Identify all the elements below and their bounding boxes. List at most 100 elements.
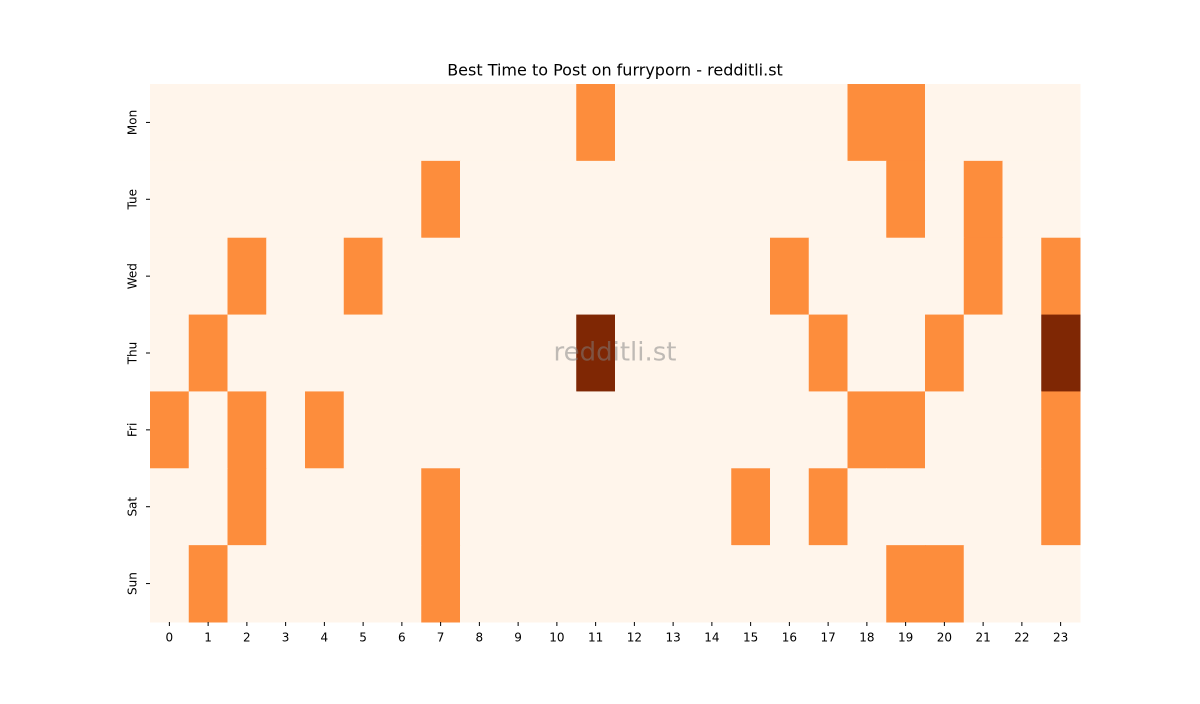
heatmap-cell <box>343 160 383 239</box>
heatmap-cell <box>653 84 693 162</box>
heatmap-cell <box>1041 237 1081 316</box>
heatmap-cell <box>421 391 461 469</box>
heatmap-cell <box>653 314 693 392</box>
heatmap-cell <box>692 545 732 623</box>
heatmap-cell <box>460 391 500 469</box>
heatmap-cell <box>576 391 616 469</box>
heatmap-cell <box>886 237 926 316</box>
heatmap-cell <box>963 160 1003 239</box>
heatmap-cell <box>692 237 732 316</box>
heatmap-cell <box>925 391 965 469</box>
heatmap-cell <box>576 314 616 392</box>
heatmap-cell <box>770 545 810 623</box>
heatmap-cell <box>343 391 383 469</box>
heatmap-cell <box>382 237 422 316</box>
heatmap-cell <box>731 237 771 316</box>
x-tick-label: 6 <box>398 631 406 645</box>
y-tick-label: Tue <box>126 189 140 211</box>
heatmap-cell <box>188 545 228 623</box>
heatmap-cell <box>150 545 190 623</box>
x-tick-label: 0 <box>166 631 174 645</box>
heatmap-cell <box>150 237 190 316</box>
heatmap-cell <box>692 468 732 546</box>
heatmap-cell <box>615 314 655 392</box>
x-tick-label: 19 <box>898 631 913 645</box>
heatmap-cell <box>576 237 616 316</box>
heatmap-cell <box>576 84 616 162</box>
heatmap-cell <box>1041 391 1081 469</box>
heatmap-cell <box>537 160 577 239</box>
heatmap-cell <box>150 468 190 546</box>
heatmap-cell <box>382 314 422 392</box>
heatmap-cell <box>343 545 383 623</box>
y-tick-label: Sat <box>126 497 140 517</box>
x-tick-label: 1 <box>204 631 212 645</box>
x-tick-label: 18 <box>859 631 874 645</box>
heatmap-cell <box>460 160 500 239</box>
x-tick-label: 20 <box>937 631 952 645</box>
x-tick-label: 12 <box>627 631 642 645</box>
heatmap-cell <box>188 84 228 162</box>
heatmap-cell <box>305 160 345 239</box>
heatmap-cell <box>615 160 655 239</box>
heatmap-cell <box>421 237 461 316</box>
heatmap-cell <box>537 468 577 546</box>
heatmap-cell <box>537 545 577 623</box>
heatmap-cell <box>266 468 306 546</box>
y-tick-label: Thu <box>126 342 140 366</box>
heatmap-cell <box>731 314 771 392</box>
heatmap-cell <box>770 237 810 316</box>
heatmap-cell <box>808 391 848 469</box>
heatmap-cell <box>188 391 228 469</box>
heatmap-cell <box>1041 84 1081 162</box>
heatmap-cell <box>343 84 383 162</box>
heatmap-cell <box>886 468 926 546</box>
heatmap-cell <box>1041 314 1081 392</box>
heatmap-cell <box>537 314 577 392</box>
heatmap-cell <box>421 84 461 162</box>
heatmap-cell <box>692 314 732 392</box>
heatmap-cell <box>770 84 810 162</box>
heatmap-cell <box>460 237 500 316</box>
heatmap-cell <box>1002 237 1042 316</box>
heatmap-cell <box>537 84 577 162</box>
x-tick-label: 11 <box>588 631 603 645</box>
heatmap-cell <box>343 314 383 392</box>
heatmap-cell <box>770 160 810 239</box>
heatmap-cell <box>886 160 926 239</box>
heatmap-cell <box>1041 160 1081 239</box>
heatmap-cell <box>266 314 306 392</box>
x-tick-label: 3 <box>282 631 290 645</box>
heatmap-cell <box>808 84 848 162</box>
heatmap-cell <box>925 160 965 239</box>
heatmap-cell <box>498 160 538 239</box>
heatmap-cell <box>305 468 345 546</box>
heatmap-cell <box>925 84 965 162</box>
heatmap-cell <box>847 391 887 469</box>
x-tick-label: 8 <box>476 631 484 645</box>
x-tick-label: 14 <box>704 631 719 645</box>
heatmap-cell <box>963 391 1003 469</box>
heatmap-cell <box>653 545 693 623</box>
heatmap-cell <box>731 468 771 546</box>
heatmap-cell <box>266 160 306 239</box>
heatmap-cell <box>925 237 965 316</box>
heatmap-cell <box>498 314 538 392</box>
heatmap-cell <box>382 391 422 469</box>
heatmap-cell <box>576 545 616 623</box>
heatmap-cell <box>653 391 693 469</box>
y-tick-label: Sun <box>126 572 140 595</box>
heatmap-cell <box>653 237 693 316</box>
heatmap-cell <box>460 84 500 162</box>
heatmap-cell <box>808 545 848 623</box>
heatmap-cell <box>770 314 810 392</box>
heatmap-cell <box>615 84 655 162</box>
x-tick-label: 16 <box>782 631 797 645</box>
heatmap-cell <box>421 545 461 623</box>
heatmap-cell <box>886 391 926 469</box>
heatmap-cell <box>150 84 190 162</box>
heatmap-cell <box>770 468 810 546</box>
heatmap-cell <box>886 84 926 162</box>
heatmap-cell <box>305 84 345 162</box>
